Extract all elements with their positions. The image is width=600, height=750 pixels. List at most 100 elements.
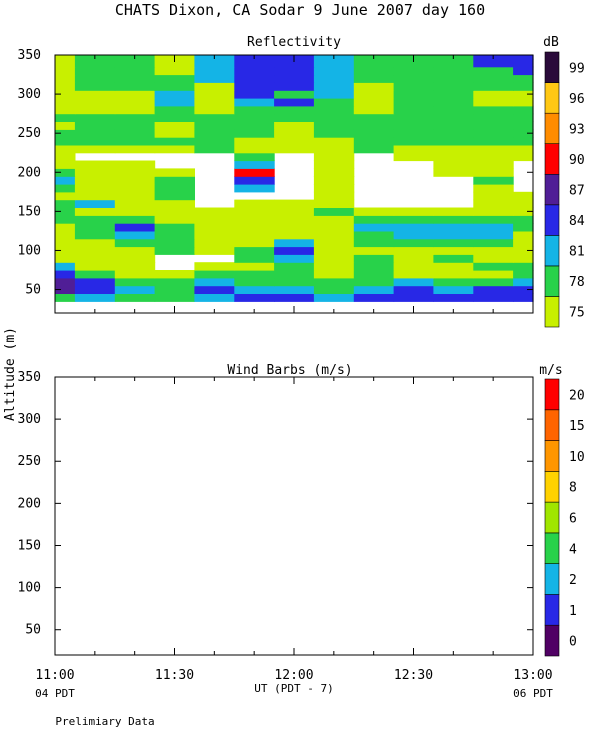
heatmap-cell bbox=[353, 66, 395, 76]
colorbar-swatch bbox=[544, 173, 560, 206]
heatmap-cell bbox=[513, 144, 534, 154]
heatmap-cell bbox=[234, 168, 275, 177]
heatmap-cell bbox=[55, 215, 76, 224]
heatmap-cell bbox=[55, 98, 76, 107]
heatmap-cell bbox=[313, 270, 355, 279]
heatmap-cell bbox=[433, 270, 474, 279]
heatmap-cell bbox=[55, 176, 76, 185]
heatmap-cell bbox=[393, 285, 434, 294]
heatmap-cell bbox=[313, 254, 355, 263]
heatmap-cell bbox=[154, 293, 195, 302]
wind-colorbar: 0 1 2 4 6 8 10 15 20 bbox=[544, 378, 585, 657]
heatmap-cell bbox=[473, 90, 514, 99]
heatmap-cell bbox=[234, 238, 275, 248]
heatmap-cell bbox=[433, 254, 474, 263]
heatmap-cell bbox=[433, 215, 474, 224]
heatmap-cell bbox=[154, 223, 195, 232]
wind-barbs-frame bbox=[54, 376, 534, 656]
heatmap-cell bbox=[513, 207, 534, 216]
heatmap-cell bbox=[234, 277, 275, 287]
heatmap-cell bbox=[393, 215, 434, 224]
heatmap-cell bbox=[313, 176, 355, 185]
heatmap-cell bbox=[473, 66, 514, 76]
heatmap-cell bbox=[473, 58, 514, 68]
heatmap-cell bbox=[313, 168, 355, 177]
heatmap-cell bbox=[274, 270, 315, 279]
heatmap-cell bbox=[55, 207, 76, 216]
heatmap-cell bbox=[513, 191, 534, 201]
heatmap-cell bbox=[194, 246, 235, 255]
heatmap-cell bbox=[274, 223, 315, 232]
heatmap-cell bbox=[433, 58, 474, 68]
heatmap-cell bbox=[194, 74, 235, 83]
heatmap-cell bbox=[114, 90, 156, 99]
heatmap-cell bbox=[433, 66, 474, 76]
heatmap-cell bbox=[353, 230, 395, 240]
colorbar-label: 10 bbox=[569, 450, 585, 465]
colorbar-swatch bbox=[544, 532, 560, 565]
heatmap-cell bbox=[55, 270, 76, 279]
heatmap-cell bbox=[313, 58, 355, 68]
heatmap-cell bbox=[74, 160, 116, 169]
heatmap-cell bbox=[473, 262, 514, 271]
heatmap-cell bbox=[393, 105, 434, 115]
heatmap-cell bbox=[433, 207, 474, 216]
heatmap-cell bbox=[154, 121, 195, 130]
heatmap-cell bbox=[393, 277, 434, 287]
heatmap-cell bbox=[393, 58, 434, 68]
heatmap-cell bbox=[313, 199, 355, 208]
heatmap-cell bbox=[353, 246, 395, 255]
heatmap-cell bbox=[55, 66, 76, 76]
heatmap-cell bbox=[313, 238, 355, 248]
y-tick-label: 350 bbox=[18, 370, 41, 385]
x-tick-label: 12:00 bbox=[274, 668, 313, 683]
colorbar-swatch bbox=[544, 440, 560, 472]
heatmap-cell bbox=[194, 129, 235, 138]
heatmap-cell bbox=[234, 184, 275, 193]
heatmap-cell bbox=[234, 230, 275, 240]
heatmap-cell bbox=[234, 207, 275, 216]
heatmap-cell bbox=[55, 238, 76, 248]
heatmap-cell bbox=[274, 66, 315, 76]
heatmap-cell bbox=[473, 238, 514, 248]
heatmap-cell bbox=[513, 121, 534, 130]
heatmap-cell bbox=[114, 160, 156, 169]
heatmap-cell bbox=[313, 98, 355, 107]
main-title: CHATS Dixon, CA Sodar 9 June 2007 day 16… bbox=[115, 1, 485, 19]
heatmap-cell bbox=[274, 82, 315, 91]
heatmap-cell bbox=[194, 270, 235, 279]
heatmap-cell bbox=[393, 98, 434, 107]
heatmap-cell bbox=[74, 262, 116, 271]
heatmap-cell bbox=[353, 277, 395, 287]
heatmap-cell bbox=[114, 270, 156, 279]
heatmap-cell bbox=[194, 207, 235, 216]
heatmap-cell bbox=[55, 285, 76, 294]
heatmap-cell bbox=[393, 74, 434, 83]
colorbar-label: 6 bbox=[569, 512, 577, 527]
heatmap-cell bbox=[55, 168, 76, 177]
heatmap-cell bbox=[473, 168, 514, 177]
heatmap-cell bbox=[433, 129, 474, 138]
heatmap-cell bbox=[55, 262, 76, 271]
heatmap-cell bbox=[114, 113, 156, 122]
heatmap-cell bbox=[234, 113, 275, 122]
heatmap-cell bbox=[433, 293, 474, 302]
heatmap-cell bbox=[353, 285, 395, 294]
heatmap-cell bbox=[74, 199, 116, 208]
heatmap-cell bbox=[74, 105, 116, 115]
heatmap-cell bbox=[194, 293, 235, 302]
heatmap-cell bbox=[353, 254, 395, 263]
heatmap-cell bbox=[473, 184, 514, 193]
colorbar-swatch bbox=[544, 594, 560, 626]
heatmap-cell bbox=[513, 238, 534, 248]
heatmap-cell bbox=[274, 129, 315, 138]
heatmap-cell bbox=[473, 191, 514, 201]
heatmap-cell bbox=[313, 121, 355, 130]
heatmap-cell bbox=[353, 207, 395, 216]
heatmap-cell bbox=[114, 176, 156, 185]
heatmap-cell bbox=[313, 230, 355, 240]
x-sub-label-right: 06 PDT bbox=[513, 687, 553, 700]
heatmap-cell bbox=[114, 191, 156, 201]
heatmap-cell bbox=[513, 74, 534, 83]
heatmap-cell bbox=[154, 144, 195, 154]
